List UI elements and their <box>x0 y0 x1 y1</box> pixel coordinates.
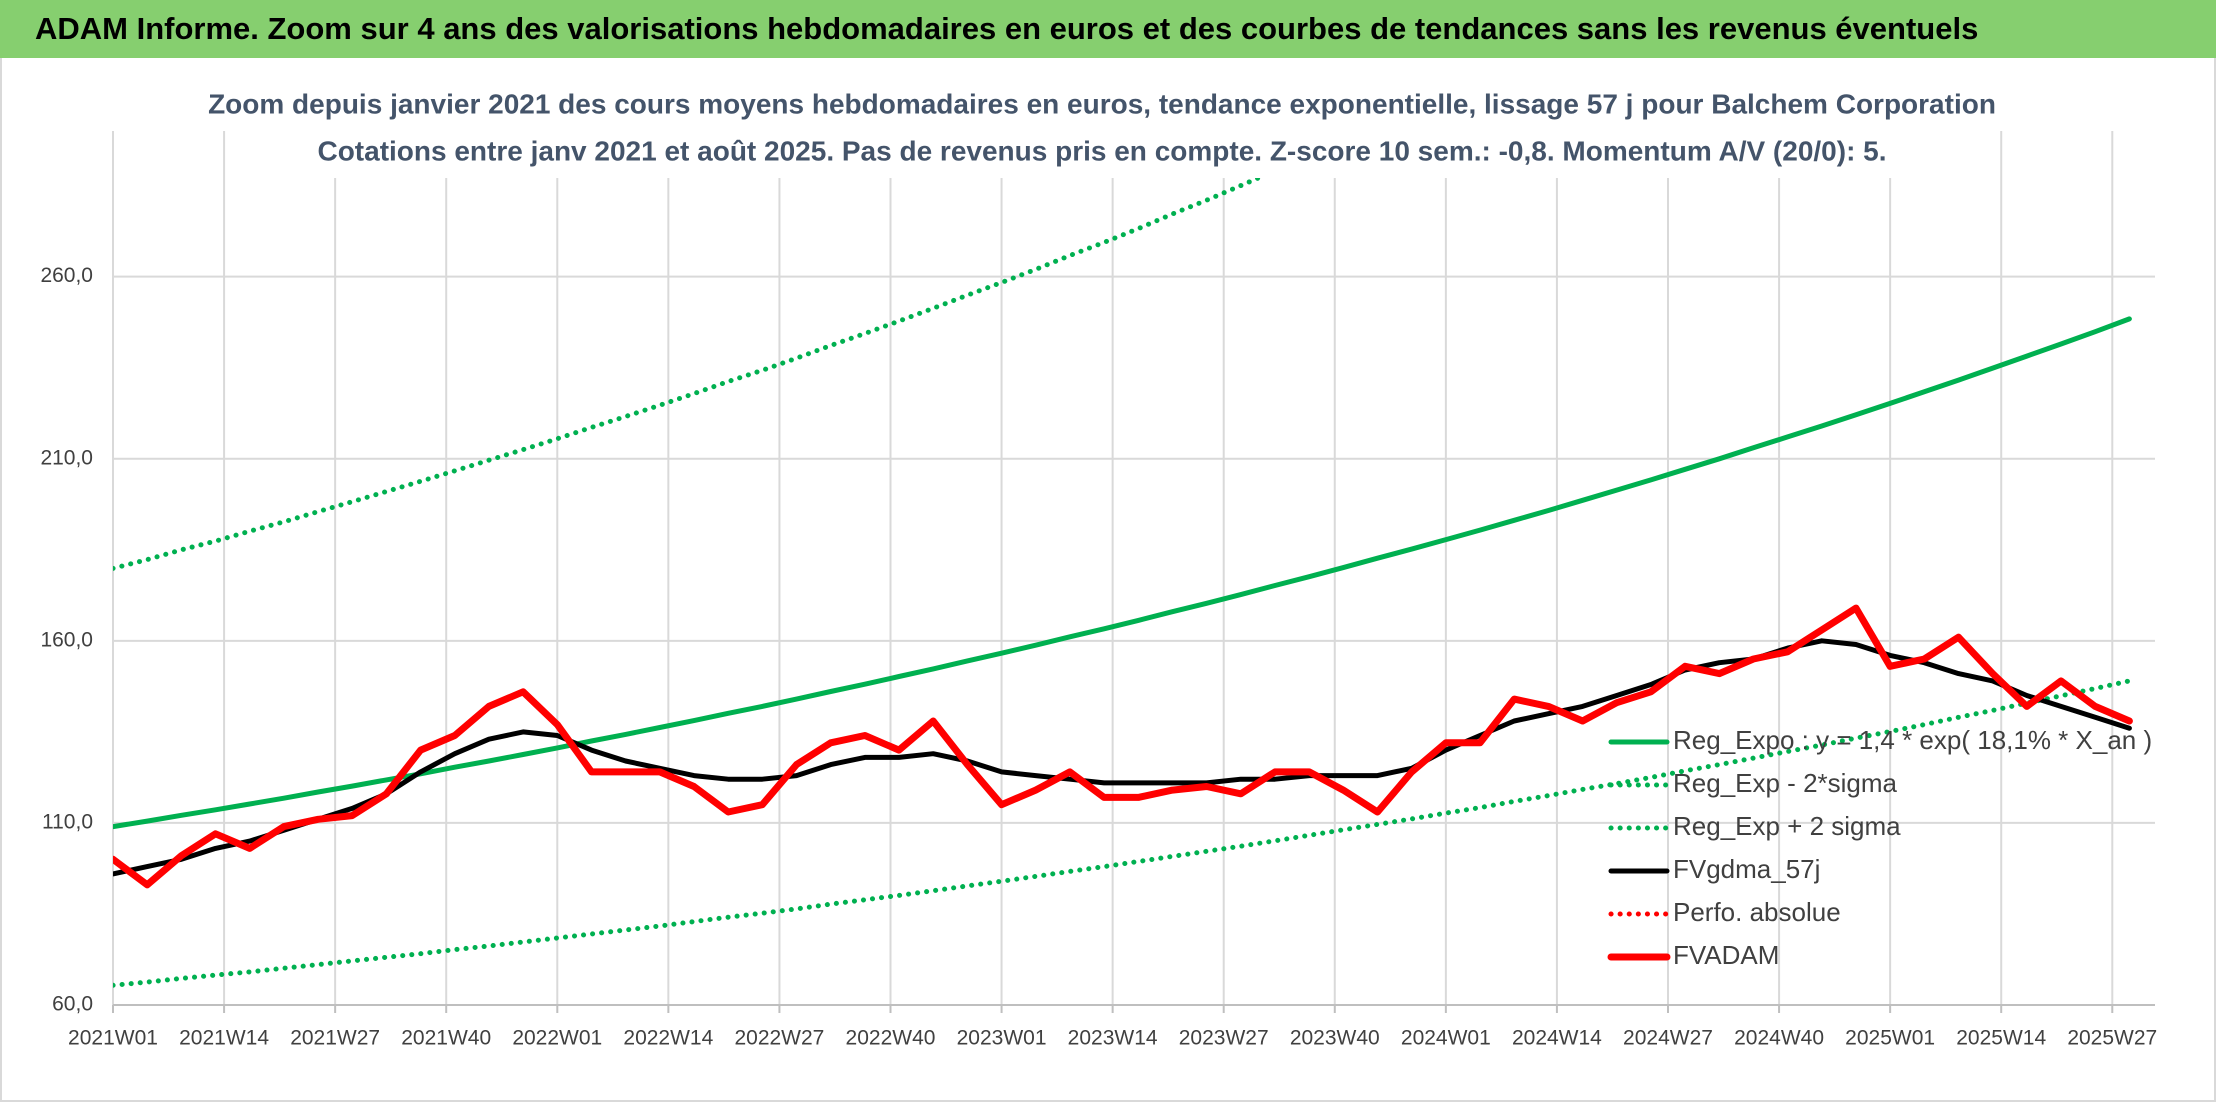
y-tick-label: 160,0 <box>40 628 93 651</box>
x-tick-label: 2022W14 <box>623 1027 713 1050</box>
x-tick-label: 2022W27 <box>734 1027 824 1050</box>
chart-subtitle: Cotations entre janv 2021 et août 2025. … <box>317 135 1886 166</box>
axes: 60,0 110,0 160,0 210,0 260,0 2021W01 2021W14 20… <box>40 264 2157 1049</box>
legend-label: FVgdma_57j <box>1673 854 1820 884</box>
x-tick-label: 2023W27 <box>1179 1027 1269 1050</box>
x-tick-label: 2021W01 <box>68 1027 158 1050</box>
title-box <box>290 80 1910 178</box>
legend: Reg_Expo : y = 1,4 * exp( 18,1% * X_an )… <box>1607 725 2152 970</box>
x-tick-label: 2024W40 <box>1734 1027 1824 1050</box>
x-tick-label: 2023W14 <box>1068 1027 1158 1050</box>
x-tick-label: 2023W40 <box>1290 1027 1380 1050</box>
y-tick-label: 60,0 <box>52 993 93 1016</box>
x-tick-label: 2024W01 <box>1401 1027 1491 1050</box>
x-tick-label: 2023W01 <box>957 1027 1047 1050</box>
chart-title: Zoom depuis janvier 2021 des cours moyen… <box>208 88 1996 119</box>
series-line <box>113 316 2132 830</box>
y-tick-label: 110,0 <box>42 810 93 833</box>
legend-label: Reg_Expo : y = 1,4 * exp( 18,1% * X_an ) <box>1673 725 2152 755</box>
y-tick-label: 260,0 <box>40 264 93 287</box>
y-tick-label: 210,0 <box>40 446 93 469</box>
x-tick-label: 2022W01 <box>512 1027 602 1050</box>
legend-label: FVADAM <box>1673 940 1779 970</box>
x-tick-label: 2021W14 <box>179 1027 269 1050</box>
series-line <box>113 678 2132 988</box>
x-tick-label: 2025W01 <box>1845 1027 1935 1050</box>
legend-label: Reg_Exp - 2*sigma <box>1673 768 1898 798</box>
legend-label: Perfo. absolue <box>1673 897 1841 927</box>
header-title: ADAM Informe. Zoom sur 4 ans des valoris… <box>35 11 1978 46</box>
x-tick-label: 2024W27 <box>1623 1027 1713 1050</box>
x-tick-label: 2022W40 <box>846 1027 936 1050</box>
series-line <box>113 604 2133 889</box>
legend-label: Reg_Exp + 2 sigma <box>1673 811 1901 841</box>
x-tick-label: 2021W27 <box>290 1027 380 1050</box>
plot-lines <box>113 131 2133 988</box>
x-tick-label: 2025W27 <box>2067 1027 2157 1050</box>
series-line <box>113 131 1372 571</box>
x-tick-label: 2025W14 <box>1956 1027 2046 1050</box>
x-tick-label: 2024W14 <box>1512 1027 1602 1050</box>
x-tick-label: 2021W40 <box>401 1027 491 1050</box>
header-bar <box>0 0 2216 58</box>
